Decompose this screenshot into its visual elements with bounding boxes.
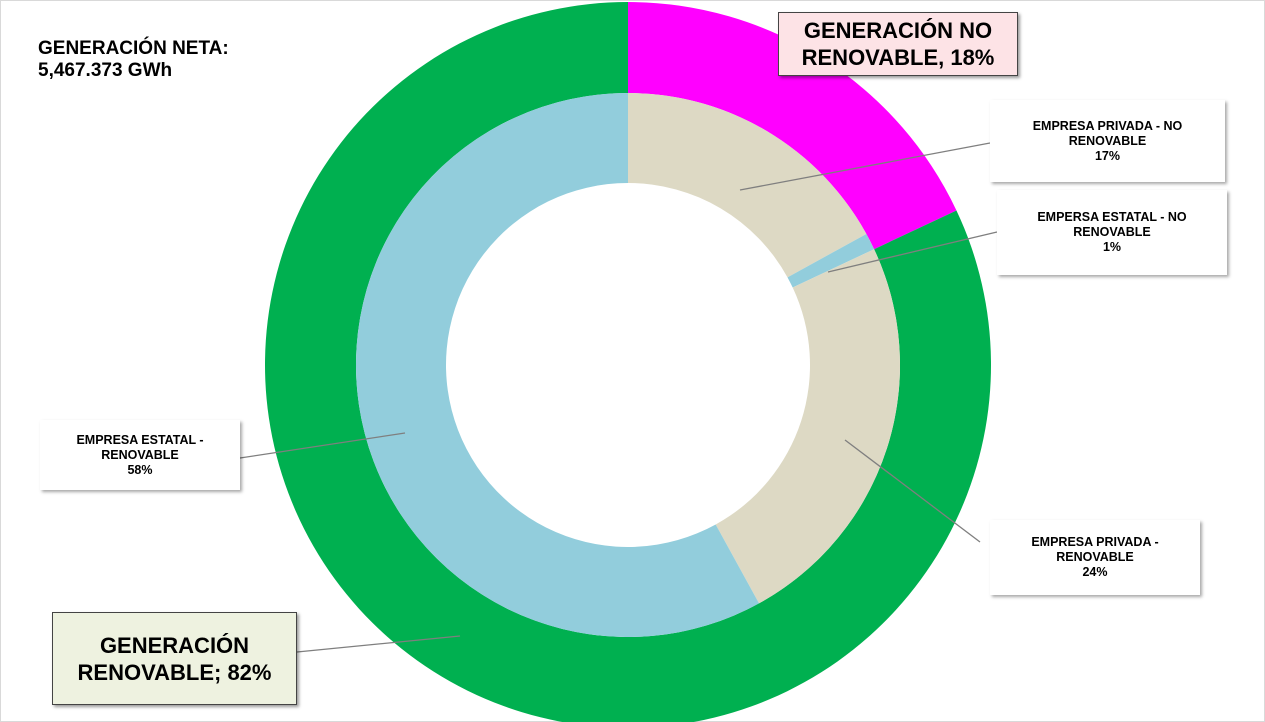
category-label: EMPRESA ESTATAL - RENOVABLE (76, 432, 204, 462)
data-label: GENERACIÓN NO RENOVABLE, 18% (801, 18, 995, 70)
donut-slice (628, 93, 867, 278)
leader-line (239, 432, 406, 459)
leader-line (739, 142, 991, 191)
donut-slice (628, 2, 957, 250)
data-label: 1% (1102, 240, 1122, 254)
chart-subtitle: 5,467.373 GWh (38, 60, 173, 81)
donut-slice (787, 233, 875, 288)
category-label: EMPRESA PRIVADA - RENOVABLE (1031, 535, 1159, 564)
inner-label: EMPRESA ESTATAL - RENOVABLE 58% (40, 420, 240, 490)
leader-line (827, 231, 998, 273)
category-label: EMPERSA ESTATAL - NO RENOVABLE (1037, 210, 1187, 239)
title-block: GENERACIÓN NETA: 5,467.373 GWh (38, 38, 229, 82)
data-label: 17% (1094, 148, 1121, 163)
data-label: 24% (1082, 565, 1108, 579)
leader-lines (239, 142, 998, 653)
donut-slice (355, 93, 760, 637)
category-label: EMPRESA PRIVADA - NO RENOVABLE (1032, 118, 1183, 148)
data-label: 58% (127, 462, 153, 477)
outer-label: GENERACIÓN NO RENOVABLE, 18% (778, 12, 1018, 76)
leader-line (844, 439, 981, 543)
inner-label: EMPERSA ESTATAL - NO RENOVABLE 1% (997, 190, 1227, 275)
data-label: GENERACIÓN RENOVABLE; 82% (77, 632, 272, 685)
inner-label: EMPRESA PRIVADA - RENOVABLE 24% (990, 520, 1200, 595)
outer-label: GENERACIÓN RENOVABLE; 82% (52, 612, 297, 705)
chart-title: GENERACIÓN NETA: (38, 38, 229, 59)
inner-label: EMPRESA PRIVADA - NO RENOVABLE 17% (990, 100, 1225, 182)
donut-slice (715, 249, 900, 604)
rings (265, 2, 991, 722)
leader-line (296, 635, 461, 653)
